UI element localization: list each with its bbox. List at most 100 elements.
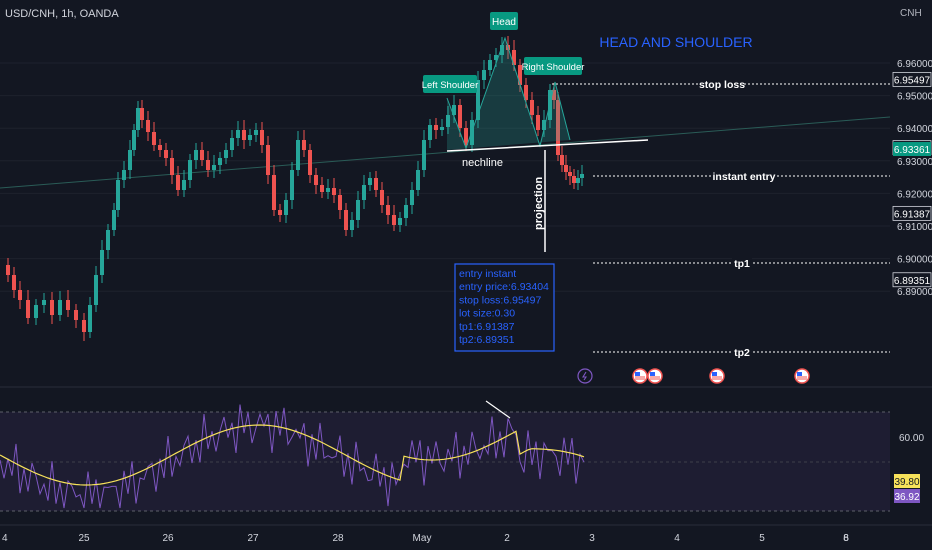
candle-body [476,80,480,120]
left-shoulder-label-badge: Left Shoulder [422,75,479,93]
candle-body [326,188,330,192]
head-shoulders-outline[interactable] [446,36,571,150]
tp1-level[interactable]: tp1 [593,256,890,270]
candle-body [18,290,22,300]
candle-body [34,305,38,318]
candle-body [50,300,54,315]
us-flag-icon[interactable] [794,368,810,384]
time-tick-label: 3 [589,533,595,544]
time-tick-label: 4 [674,533,680,544]
candle-body [170,158,174,175]
tp1-label: tp1 [734,258,750,270]
candle-body [404,205,408,218]
time-tick-label: 26 [162,533,174,544]
price-badge: 6.95497 [892,71,932,87]
price-badge-label: 6.91387 [894,209,931,220]
head-label: Head [492,17,516,28]
price-axis[interactable]: 6.96000 6.95000 6.94000 6.93000 6.92000 6.910… [892,59,932,298]
candle-body [308,150,312,175]
candle-body [494,55,498,60]
candle-body [284,200,288,215]
candle-body [254,130,258,135]
candle-body [560,155,564,165]
candle-body [452,105,456,115]
candle-body [152,132,156,145]
candle-body [374,178,378,190]
candle-body [74,310,78,320]
candle-body [572,176,576,183]
candle-body [6,265,10,275]
candle-body [500,45,504,55]
time-tick-label: 8 [843,533,849,544]
candle-body [368,178,372,185]
stop-loss-level[interactable]: stop loss [552,77,890,91]
price-tick-label: 6.96000 [897,59,932,70]
candle-body [524,85,528,100]
candle-body [242,130,246,140]
head-shoulders-fill [447,38,570,150]
candle-body [100,250,104,275]
candle-body [320,185,324,192]
candle-body [106,230,110,250]
price-tick-label: 6.92000 [897,189,932,200]
candle-body [458,105,462,128]
price-badge-label: 6.89351 [894,276,931,287]
candle-body [482,70,486,80]
trade-info-text: entry instant entry price:6.93404 stop los… [459,268,549,346]
time-tick-label: 4 [2,533,8,544]
us-flag-icon[interactable] [632,368,648,384]
long-trend-line[interactable] [0,116,891,189]
candle-body [236,130,240,138]
candle-body [290,170,294,200]
trade-info-line: entry price:6.93404 [459,281,549,293]
tp2-label: tp2 [734,347,750,359]
price-tick-label: 6.90000 [897,255,932,266]
candle-body [380,190,384,205]
instant-entry-level[interactable]: instant entry [593,169,890,183]
trade-info-line: tp2:6.89351 [459,334,515,346]
tp2-level[interactable]: tp2 [593,345,890,359]
candle-body [278,210,282,215]
price-badge: 6.91387 [892,205,932,221]
time-axis[interactable]: 4 25 26 27 28 May 2 3 4 5 68 [2,533,849,544]
rsi-line[interactable] [0,404,585,509]
candle-body [464,128,468,145]
candle-body [552,90,556,100]
candle-body [136,108,140,130]
pattern-title: HEAD AND SHOULDER [599,34,752,50]
price-tick-label: 6.89000 [897,287,932,298]
candle-body [580,174,584,178]
candle-body [158,145,162,150]
trade-info-line: entry instant [459,268,516,280]
candle-body [440,127,444,130]
event-icons [577,368,810,384]
candle-body [164,150,168,158]
candle-body [248,135,252,140]
candle-body [212,165,216,170]
candle-body [398,218,402,225]
rsi-value-badge [894,489,920,503]
us-flag-icon[interactable] [709,368,725,384]
candle-body [518,65,522,85]
candle-body [434,125,438,130]
candle-body [542,120,546,130]
candle-body [266,145,270,175]
price-tick-label: 6.91000 [897,222,932,233]
candle-body [422,140,426,170]
candle-body [206,160,210,170]
candle-body [112,210,116,230]
us-flag-icon[interactable] [647,368,663,384]
candle-body [576,178,580,183]
candle-body [194,150,198,160]
currency-label: CNH [900,8,922,19]
lightning-icon[interactable] [577,368,593,384]
symbol-title[interactable]: USD/CNH, 1h, OANDA [5,8,119,20]
left-shoulder-label: Left Shoulder [422,80,479,91]
rsi-divergence-line[interactable] [485,400,511,419]
trade-info-box[interactable]: entry instant entry price:6.93404 stop los… [454,263,555,352]
candle-body [428,125,432,140]
candle-body [58,300,62,315]
neckline-line[interactable] [446,139,649,152]
candle-body [350,220,354,230]
rsi-ma-line[interactable] [0,424,585,486]
